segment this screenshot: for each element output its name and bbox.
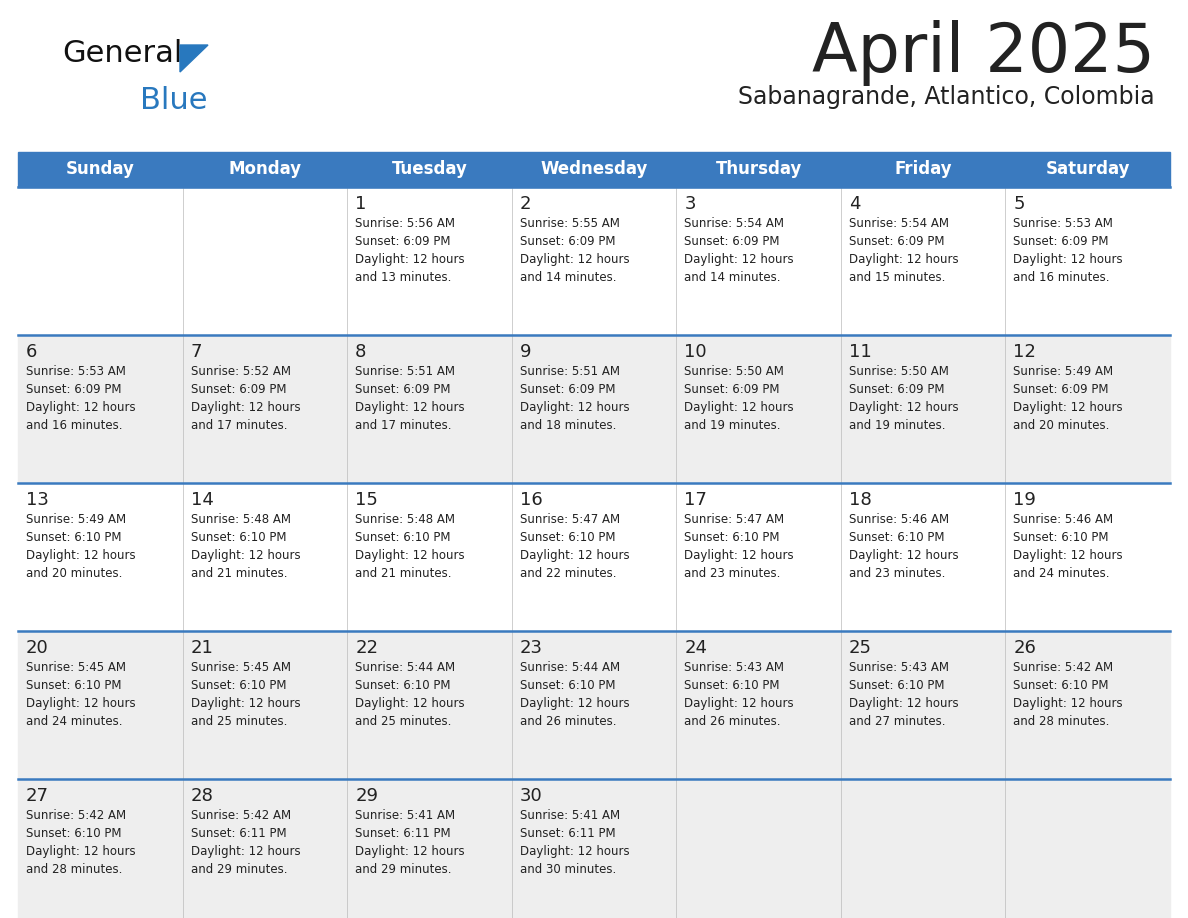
Text: 3: 3 — [684, 195, 696, 213]
Text: 15: 15 — [355, 491, 378, 509]
Text: 7: 7 — [190, 343, 202, 361]
Text: 21: 21 — [190, 639, 214, 657]
Text: Sunrise: 5:43 AM
Sunset: 6:10 PM
Daylight: 12 hours
and 27 minutes.: Sunrise: 5:43 AM Sunset: 6:10 PM Dayligh… — [849, 661, 959, 728]
Text: Sunrise: 5:53 AM
Sunset: 6:09 PM
Daylight: 12 hours
and 16 minutes.: Sunrise: 5:53 AM Sunset: 6:09 PM Dayligh… — [1013, 217, 1123, 284]
Text: 2: 2 — [519, 195, 531, 213]
Text: 26: 26 — [1013, 639, 1036, 657]
Text: 8: 8 — [355, 343, 367, 361]
Text: Sunday: Sunday — [65, 161, 134, 178]
Text: Sabanagrande, Atlantico, Colombia: Sabanagrande, Atlantico, Colombia — [739, 85, 1155, 109]
Bar — [18, 483, 1170, 631]
Text: Sunrise: 5:50 AM
Sunset: 6:09 PM
Daylight: 12 hours
and 19 minutes.: Sunrise: 5:50 AM Sunset: 6:09 PM Dayligh… — [849, 365, 959, 432]
Text: Sunrise: 5:53 AM
Sunset: 6:09 PM
Daylight: 12 hours
and 16 minutes.: Sunrise: 5:53 AM Sunset: 6:09 PM Dayligh… — [26, 365, 135, 432]
Text: Sunrise: 5:43 AM
Sunset: 6:10 PM
Daylight: 12 hours
and 26 minutes.: Sunrise: 5:43 AM Sunset: 6:10 PM Dayligh… — [684, 661, 794, 728]
Text: 13: 13 — [26, 491, 49, 509]
Text: Sunrise: 5:49 AM
Sunset: 6:10 PM
Daylight: 12 hours
and 20 minutes.: Sunrise: 5:49 AM Sunset: 6:10 PM Dayligh… — [26, 513, 135, 580]
Text: Sunrise: 5:52 AM
Sunset: 6:09 PM
Daylight: 12 hours
and 17 minutes.: Sunrise: 5:52 AM Sunset: 6:09 PM Dayligh… — [190, 365, 301, 432]
Polygon shape — [181, 45, 208, 72]
Text: Sunrise: 5:56 AM
Sunset: 6:09 PM
Daylight: 12 hours
and 13 minutes.: Sunrise: 5:56 AM Sunset: 6:09 PM Dayligh… — [355, 217, 465, 284]
Text: 14: 14 — [190, 491, 214, 509]
Text: Sunrise: 5:54 AM
Sunset: 6:09 PM
Daylight: 12 hours
and 14 minutes.: Sunrise: 5:54 AM Sunset: 6:09 PM Dayligh… — [684, 217, 794, 284]
Text: 23: 23 — [519, 639, 543, 657]
Text: 28: 28 — [190, 787, 214, 805]
Text: April 2025: April 2025 — [813, 20, 1155, 86]
Text: Sunrise: 5:54 AM
Sunset: 6:09 PM
Daylight: 12 hours
and 15 minutes.: Sunrise: 5:54 AM Sunset: 6:09 PM Dayligh… — [849, 217, 959, 284]
Text: Thursday: Thursday — [715, 161, 802, 178]
Text: Sunrise: 5:42 AM
Sunset: 6:11 PM
Daylight: 12 hours
and 29 minutes.: Sunrise: 5:42 AM Sunset: 6:11 PM Dayligh… — [190, 809, 301, 876]
Text: Wednesday: Wednesday — [541, 161, 647, 178]
Text: 22: 22 — [355, 639, 378, 657]
Bar — [18, 631, 1170, 779]
Text: 5: 5 — [1013, 195, 1025, 213]
Text: 24: 24 — [684, 639, 707, 657]
Text: 18: 18 — [849, 491, 872, 509]
Text: 10: 10 — [684, 343, 707, 361]
Text: Sunrise: 5:42 AM
Sunset: 6:10 PM
Daylight: 12 hours
and 28 minutes.: Sunrise: 5:42 AM Sunset: 6:10 PM Dayligh… — [26, 809, 135, 876]
Text: Sunrise: 5:55 AM
Sunset: 6:09 PM
Daylight: 12 hours
and 14 minutes.: Sunrise: 5:55 AM Sunset: 6:09 PM Dayligh… — [519, 217, 630, 284]
Text: Sunrise: 5:49 AM
Sunset: 6:09 PM
Daylight: 12 hours
and 20 minutes.: Sunrise: 5:49 AM Sunset: 6:09 PM Dayligh… — [1013, 365, 1123, 432]
Text: Saturday: Saturday — [1045, 161, 1130, 178]
Bar — [18, 152, 1170, 187]
Text: 9: 9 — [519, 343, 531, 361]
Text: Sunrise: 5:51 AM
Sunset: 6:09 PM
Daylight: 12 hours
and 17 minutes.: Sunrise: 5:51 AM Sunset: 6:09 PM Dayligh… — [355, 365, 465, 432]
Text: Sunrise: 5:46 AM
Sunset: 6:10 PM
Daylight: 12 hours
and 24 minutes.: Sunrise: 5:46 AM Sunset: 6:10 PM Dayligh… — [1013, 513, 1123, 580]
Text: Blue: Blue — [140, 86, 208, 115]
Text: 19: 19 — [1013, 491, 1036, 509]
Text: Sunrise: 5:46 AM
Sunset: 6:10 PM
Daylight: 12 hours
and 23 minutes.: Sunrise: 5:46 AM Sunset: 6:10 PM Dayligh… — [849, 513, 959, 580]
Text: Friday: Friday — [895, 161, 952, 178]
Text: Sunrise: 5:48 AM
Sunset: 6:10 PM
Daylight: 12 hours
and 21 minutes.: Sunrise: 5:48 AM Sunset: 6:10 PM Dayligh… — [355, 513, 465, 580]
Text: 4: 4 — [849, 195, 860, 213]
Text: 11: 11 — [849, 343, 872, 361]
Text: 1: 1 — [355, 195, 367, 213]
Text: Sunrise: 5:44 AM
Sunset: 6:10 PM
Daylight: 12 hours
and 26 minutes.: Sunrise: 5:44 AM Sunset: 6:10 PM Dayligh… — [519, 661, 630, 728]
Text: Sunrise: 5:47 AM
Sunset: 6:10 PM
Daylight: 12 hours
and 23 minutes.: Sunrise: 5:47 AM Sunset: 6:10 PM Dayligh… — [684, 513, 794, 580]
Text: 25: 25 — [849, 639, 872, 657]
Text: Sunrise: 5:51 AM
Sunset: 6:09 PM
Daylight: 12 hours
and 18 minutes.: Sunrise: 5:51 AM Sunset: 6:09 PM Dayligh… — [519, 365, 630, 432]
Bar — [18, 335, 1170, 483]
Text: 16: 16 — [519, 491, 543, 509]
Text: Sunrise: 5:45 AM
Sunset: 6:10 PM
Daylight: 12 hours
and 25 minutes.: Sunrise: 5:45 AM Sunset: 6:10 PM Dayligh… — [190, 661, 301, 728]
Text: 6: 6 — [26, 343, 37, 361]
Bar — [18, 779, 1170, 918]
Text: Sunrise: 5:50 AM
Sunset: 6:09 PM
Daylight: 12 hours
and 19 minutes.: Sunrise: 5:50 AM Sunset: 6:09 PM Dayligh… — [684, 365, 794, 432]
Text: Sunrise: 5:42 AM
Sunset: 6:10 PM
Daylight: 12 hours
and 28 minutes.: Sunrise: 5:42 AM Sunset: 6:10 PM Dayligh… — [1013, 661, 1123, 728]
Text: Sunrise: 5:47 AM
Sunset: 6:10 PM
Daylight: 12 hours
and 22 minutes.: Sunrise: 5:47 AM Sunset: 6:10 PM Dayligh… — [519, 513, 630, 580]
Text: 12: 12 — [1013, 343, 1036, 361]
Bar — [18, 187, 1170, 335]
Text: Sunrise: 5:44 AM
Sunset: 6:10 PM
Daylight: 12 hours
and 25 minutes.: Sunrise: 5:44 AM Sunset: 6:10 PM Dayligh… — [355, 661, 465, 728]
Text: Sunrise: 5:45 AM
Sunset: 6:10 PM
Daylight: 12 hours
and 24 minutes.: Sunrise: 5:45 AM Sunset: 6:10 PM Dayligh… — [26, 661, 135, 728]
Text: 20: 20 — [26, 639, 49, 657]
Text: Sunrise: 5:41 AM
Sunset: 6:11 PM
Daylight: 12 hours
and 30 minutes.: Sunrise: 5:41 AM Sunset: 6:11 PM Dayligh… — [519, 809, 630, 876]
Text: 17: 17 — [684, 491, 707, 509]
Text: Tuesday: Tuesday — [392, 161, 467, 178]
Text: Monday: Monday — [228, 161, 302, 178]
Text: General: General — [62, 39, 183, 68]
Text: Sunrise: 5:48 AM
Sunset: 6:10 PM
Daylight: 12 hours
and 21 minutes.: Sunrise: 5:48 AM Sunset: 6:10 PM Dayligh… — [190, 513, 301, 580]
Text: 29: 29 — [355, 787, 378, 805]
Text: 27: 27 — [26, 787, 49, 805]
Text: 30: 30 — [519, 787, 543, 805]
Text: Sunrise: 5:41 AM
Sunset: 6:11 PM
Daylight: 12 hours
and 29 minutes.: Sunrise: 5:41 AM Sunset: 6:11 PM Dayligh… — [355, 809, 465, 876]
